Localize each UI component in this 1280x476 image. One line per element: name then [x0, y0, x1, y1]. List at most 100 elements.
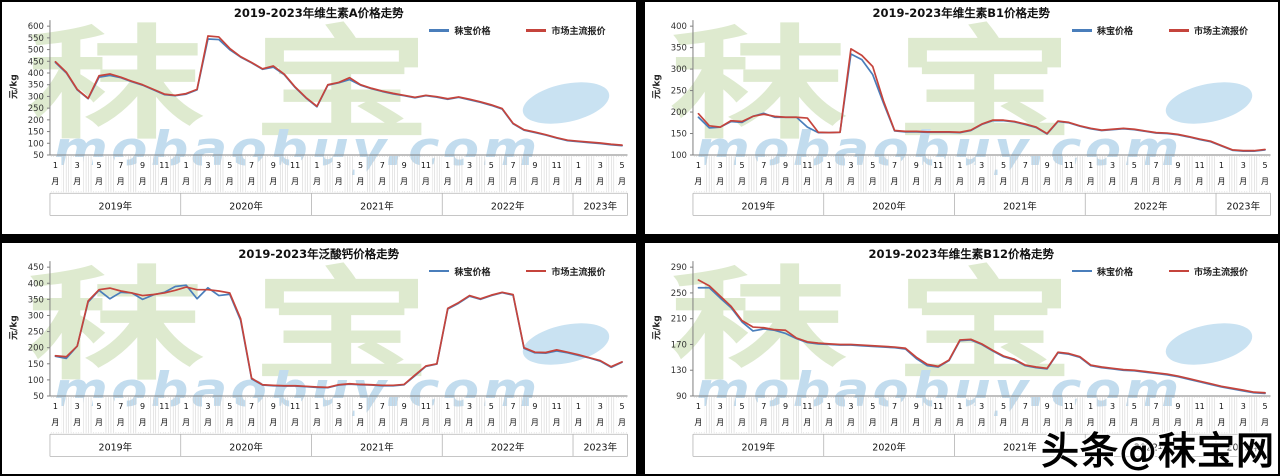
svg-text:600: 600: [28, 22, 44, 32]
svg-text:月: 月: [1021, 177, 1029, 186]
svg-text:月: 月: [444, 418, 452, 427]
svg-text:月: 月: [846, 418, 854, 427]
svg-text:月: 月: [378, 177, 386, 186]
svg-text:3: 3: [1240, 402, 1245, 411]
svg-text:2021年: 2021年: [1003, 200, 1037, 212]
legend-label: 市场主流报价: [551, 267, 606, 278]
svg-text:月: 月: [759, 418, 767, 427]
svg-text:3: 3: [848, 161, 853, 170]
svg-text:月: 月: [378, 418, 386, 427]
svg-text:200: 200: [28, 116, 44, 126]
svg-text:月: 月: [1152, 177, 1160, 186]
svg-text:2022年: 2022年: [491, 200, 525, 212]
svg-text:350: 350: [670, 44, 686, 54]
svg-text:月: 月: [618, 418, 626, 427]
legend-item-mobao-price: 秣宝价格: [429, 24, 490, 37]
chart-legend: 秣宝价格 市场主流报价: [429, 265, 606, 278]
y-axis-unit-label: 元/kg: [9, 314, 20, 340]
blue-line-swatch: [429, 29, 450, 32]
svg-text:月: 月: [934, 418, 942, 427]
svg-text:月: 月: [139, 418, 147, 427]
svg-text:11: 11: [1194, 402, 1204, 411]
svg-text:5: 5: [489, 161, 494, 170]
svg-text:9: 9: [271, 402, 276, 411]
svg-text:7: 7: [1022, 402, 1027, 411]
svg-text:月: 月: [999, 418, 1007, 427]
svg-text:月: 月: [934, 177, 942, 186]
svg-text:210: 210: [670, 314, 686, 324]
svg-text:月: 月: [139, 177, 147, 186]
svg-text:月: 月: [574, 418, 582, 427]
svg-text:月: 月: [596, 177, 604, 186]
svg-text:1: 1: [826, 161, 831, 170]
svg-text:月: 月: [400, 418, 408, 427]
svg-text:月: 月: [422, 177, 430, 186]
svg-text:5: 5: [1000, 402, 1005, 411]
series-秣宝价格: [54, 283, 623, 388]
svg-text:1: 1: [445, 161, 450, 170]
svg-text:月: 月: [335, 177, 343, 186]
svg-text:130: 130: [670, 366, 686, 376]
svg-text:月: 月: [890, 418, 898, 427]
svg-text:月: 月: [95, 177, 103, 186]
svg-text:11: 11: [552, 161, 562, 170]
svg-text:7: 7: [892, 161, 897, 170]
svg-text:月: 月: [618, 177, 626, 186]
svg-text:400: 400: [28, 69, 44, 79]
legend-label: 秣宝价格: [454, 27, 491, 37]
svg-text:5: 5: [1262, 402, 1267, 411]
svg-text:11: 11: [1063, 402, 1073, 411]
red-line-swatch: [1168, 29, 1189, 32]
series-市场主流报价: [697, 48, 1266, 152]
svg-text:11: 11: [421, 402, 431, 411]
svg-text:9: 9: [402, 161, 407, 170]
svg-text:1: 1: [576, 402, 581, 411]
svg-text:月: 月: [737, 177, 745, 186]
svg-text:2021年: 2021年: [1003, 441, 1037, 453]
svg-text:11: 11: [933, 161, 943, 170]
svg-text:月: 月: [531, 177, 539, 186]
legend-label: 秣宝价格: [1096, 267, 1133, 278]
series-秣宝价格: [697, 286, 1266, 394]
svg-text:5: 5: [227, 161, 232, 170]
svg-text:月: 月: [182, 177, 190, 186]
svg-text:3: 3: [336, 161, 341, 170]
y-axis-unit-label: 元/kg: [9, 74, 20, 99]
svg-text:5: 5: [1131, 402, 1136, 411]
svg-text:月: 月: [825, 418, 833, 427]
svg-text:月: 月: [422, 418, 430, 427]
svg-text:3: 3: [1109, 161, 1114, 170]
svg-text:3: 3: [598, 402, 603, 411]
svg-text:5: 5: [739, 161, 744, 170]
svg-text:月: 月: [357, 177, 365, 186]
svg-text:7: 7: [118, 402, 123, 411]
svg-text:5: 5: [1262, 161, 1267, 170]
svg-text:月: 月: [868, 177, 876, 186]
red-line-swatch: [526, 29, 547, 32]
svg-text:2020年: 2020年: [229, 441, 263, 453]
svg-text:2020年: 2020年: [872, 441, 906, 453]
svg-text:月: 月: [977, 418, 985, 427]
svg-text:月: 月: [531, 418, 539, 427]
svg-text:7: 7: [380, 161, 385, 170]
chart-title: 2019-2023年维生素B12价格走势: [868, 246, 1055, 261]
svg-text:400: 400: [670, 22, 686, 32]
svg-text:9: 9: [783, 161, 788, 170]
svg-text:月: 月: [51, 177, 59, 186]
svg-text:50: 50: [33, 151, 44, 161]
svg-text:2021年: 2021年: [360, 441, 394, 453]
svg-text:300: 300: [670, 65, 686, 75]
svg-text:2019年: 2019年: [741, 200, 775, 212]
series-秣宝价格: [697, 53, 1266, 153]
svg-text:290: 290: [670, 263, 686, 273]
legend-label: 市场主流报价: [1193, 27, 1248, 37]
svg-text:550: 550: [28, 34, 44, 44]
svg-text:月: 月: [781, 177, 789, 186]
svg-text:7: 7: [511, 161, 516, 170]
svg-text:5: 5: [96, 161, 101, 170]
svg-text:150: 150: [670, 130, 686, 140]
svg-text:250: 250: [670, 87, 686, 97]
svg-text:月: 月: [160, 177, 168, 186]
chart-panel-pantothenate: 秣宝 mobaobuy.com 2019-2023年泛酸钙价格走势 元/kg 秣…: [2, 242, 636, 474]
blue-line-swatch: [429, 269, 450, 273]
